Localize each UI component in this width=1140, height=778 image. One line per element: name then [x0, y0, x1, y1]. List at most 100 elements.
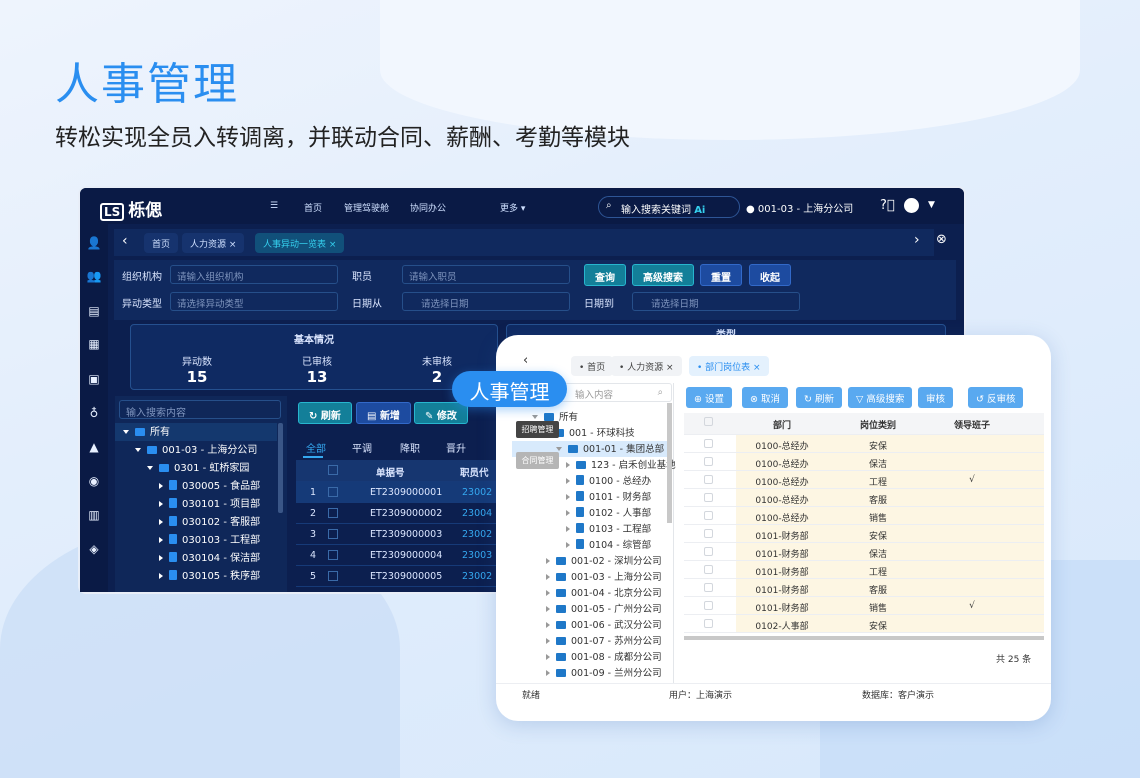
- tree-node[interactable]: 001-02 - 深圳分公司: [512, 553, 667, 569]
- query-button[interactable]: 查询: [584, 264, 626, 286]
- horizontal-scrollbar[interactable]: [684, 636, 1044, 640]
- tab-home[interactable]: 首页: [144, 233, 179, 253]
- collapse-arrow-icon[interactable]: [159, 537, 163, 543]
- tree-node[interactable]: 0301 - 虹桥家园: [115, 459, 277, 477]
- collapse-arrow-icon[interactable]: [546, 670, 550, 676]
- table-row[interactable]: 4 ET2309000004 23003: [296, 545, 516, 566]
- collapse-arrow-icon[interactable]: [566, 478, 570, 484]
- org-input[interactable]: 请输入组织机构: [170, 265, 338, 284]
- tree-node[interactable]: 001-04 - 北京分公司: [512, 585, 667, 601]
- table-row[interactable]: 0102-人事部 安保: [684, 615, 1044, 633]
- building-icon[interactable]: ▥: [88, 508, 100, 522]
- table-row[interactable]: 0100-总经办 安保: [684, 435, 1044, 453]
- table-row[interactable]: 0101-财务部 客服: [684, 579, 1044, 597]
- table-row[interactable]: 0101-财务部 销售 √: [684, 597, 1044, 615]
- collapse-arrow-icon[interactable]: [546, 638, 550, 644]
- tree-node[interactable]: 030005 - 食品部: [115, 477, 277, 495]
- row-checkbox[interactable]: [704, 475, 713, 484]
- toolbar-button[interactable]: ⊕ 设置: [686, 387, 732, 408]
- tree-node[interactable]: 0100 - 总经办: [512, 473, 667, 489]
- document-icon[interactable]: ▤: [88, 304, 100, 318]
- collapse-arrow-icon[interactable]: [159, 519, 163, 525]
- collapse-arrow-icon[interactable]: [566, 542, 570, 548]
- grid-tab-demote[interactable]: 降职: [400, 444, 420, 455]
- graduation-icon[interactable]: ▲: [89, 440, 99, 454]
- column-header[interactable]: 部门: [772, 421, 791, 431]
- nav-home[interactable]: 首页: [304, 204, 323, 214]
- tree-node[interactable]: 030102 - 客服部: [115, 513, 277, 531]
- medal-icon[interactable]: ♁: [89, 406, 99, 420]
- user-icon[interactable]: 👤: [86, 236, 102, 250]
- select-all-checkbox[interactable]: [328, 465, 338, 475]
- collapse-arrow-icon[interactable]: [546, 590, 550, 596]
- expand-arrow-icon[interactable]: [147, 466, 153, 470]
- reset-button[interactable]: 重置: [700, 264, 742, 286]
- global-search[interactable]: ⌕ 输入搜索关键词 Ai: [598, 196, 740, 218]
- tab-hr[interactable]: • 人力资源 ×: [611, 356, 682, 376]
- tree-node[interactable]: 0101 - 财务部: [512, 489, 667, 505]
- table-row[interactable]: 0100-总经办 销售: [684, 507, 1044, 525]
- toolbar-button[interactable]: ⊗ 取消: [742, 387, 788, 408]
- tree-node[interactable]: 0102 - 人事部: [512, 505, 667, 521]
- collapse-arrow-icon[interactable]: [566, 462, 570, 468]
- tree-node[interactable]: 001-03 - 上海分公司: [115, 441, 277, 459]
- report-icon[interactable]: ▦: [88, 337, 100, 351]
- employee-input[interactable]: 请输入职员: [402, 265, 570, 284]
- menu-toggle-icon[interactable]: ☰: [270, 201, 279, 211]
- collapse-arrow-icon[interactable]: [566, 494, 570, 500]
- type-select[interactable]: 请选择异动类型: [170, 292, 338, 311]
- tree-node[interactable]: 001-06 - 武汉分公司: [512, 617, 667, 633]
- row-checkbox[interactable]: [328, 487, 338, 497]
- refresh-button[interactable]: ↻ 刷新: [298, 402, 352, 424]
- tree-node[interactable]: 001-05 - 广州分公司: [512, 601, 667, 617]
- tree-node[interactable]: 001-03 - 上海分公司: [512, 569, 667, 585]
- date-from-input[interactable]: 请选择日期: [402, 292, 570, 311]
- row-checkbox[interactable]: [328, 550, 338, 560]
- collapse-arrow-icon[interactable]: [159, 501, 163, 507]
- row-checkbox[interactable]: [704, 601, 713, 610]
- row-checkbox[interactable]: [704, 547, 713, 556]
- tab-transfer-list[interactable]: 人事异动一览表 ×: [255, 233, 345, 253]
- add-button[interactable]: ▤ 新增: [356, 402, 411, 424]
- tree-node[interactable]: 030103 - 工程部: [115, 531, 277, 549]
- collapse-arrow-icon[interactable]: [159, 555, 163, 561]
- location[interactable]: ● 001-03 - 上海分公司: [746, 204, 854, 215]
- table-row[interactable]: 0101-财务部 保洁: [684, 543, 1044, 561]
- calendar-icon[interactable]: ▣: [88, 372, 100, 386]
- toolbar-button[interactable]: ▽ 高级搜索: [848, 387, 913, 408]
- chevron-right-icon[interactable]: ›: [914, 232, 920, 248]
- chevron-left-icon[interactable]: ‹: [122, 233, 128, 249]
- row-checkbox[interactable]: [328, 571, 338, 581]
- table-row[interactable]: 3 ET2309000003 23002: [296, 524, 516, 545]
- collapse-arrow-icon[interactable]: [546, 622, 550, 628]
- edit-button[interactable]: ✎ 修改: [414, 402, 468, 424]
- tab-hr[interactable]: 人力资源 ×: [182, 233, 245, 253]
- tree-node[interactable]: 0104 - 综管部: [512, 537, 667, 553]
- collapse-arrow-icon[interactable]: [546, 574, 550, 580]
- close-all-icon[interactable]: ⊗: [936, 232, 947, 247]
- scrollbar[interactable]: [667, 403, 672, 523]
- table-row[interactable]: 0100-总经办 保洁: [684, 453, 1044, 471]
- tree-node[interactable]: 0103 - 工程部: [512, 521, 667, 537]
- collapse-arrow-icon[interactable]: [159, 573, 163, 579]
- toolbar-button[interactable]: ↺ 反审核: [968, 387, 1024, 408]
- row-checkbox[interactable]: [704, 619, 713, 628]
- column-header[interactable]: 职员代: [460, 468, 489, 479]
- row-checkbox[interactable]: [704, 565, 713, 574]
- tree-node[interactable]: 001-09 - 兰州分公司: [512, 665, 667, 681]
- table-row[interactable]: 0100-总经办 工程 √: [684, 471, 1044, 489]
- table-row[interactable]: 5 ET2309000005 23002: [296, 566, 516, 587]
- collapse-arrow-icon[interactable]: [546, 558, 550, 564]
- grid-tab-all[interactable]: 全部: [306, 444, 326, 455]
- toolbar-button[interactable]: ↻ 刷新: [796, 387, 842, 408]
- row-checkbox[interactable]: [704, 493, 713, 502]
- tree-node[interactable]: 030105 - 秩序部: [115, 567, 277, 585]
- table-row[interactable]: 2 ET2309000002 23004: [296, 503, 516, 524]
- tree-node[interactable]: 123 - 启禾创业基地: [512, 457, 676, 473]
- toolbar-button[interactable]: 审核: [918, 387, 954, 408]
- chevron-left-icon[interactable]: ‹: [523, 353, 529, 368]
- money-bag-icon[interactable]: ◈: [89, 542, 99, 556]
- tree-node[interactable]: 所有: [512, 409, 667, 425]
- tree-node[interactable]: 001-08 - 成都分公司: [512, 649, 667, 665]
- tree-search-input[interactable]: 输入搜索内容: [119, 400, 281, 419]
